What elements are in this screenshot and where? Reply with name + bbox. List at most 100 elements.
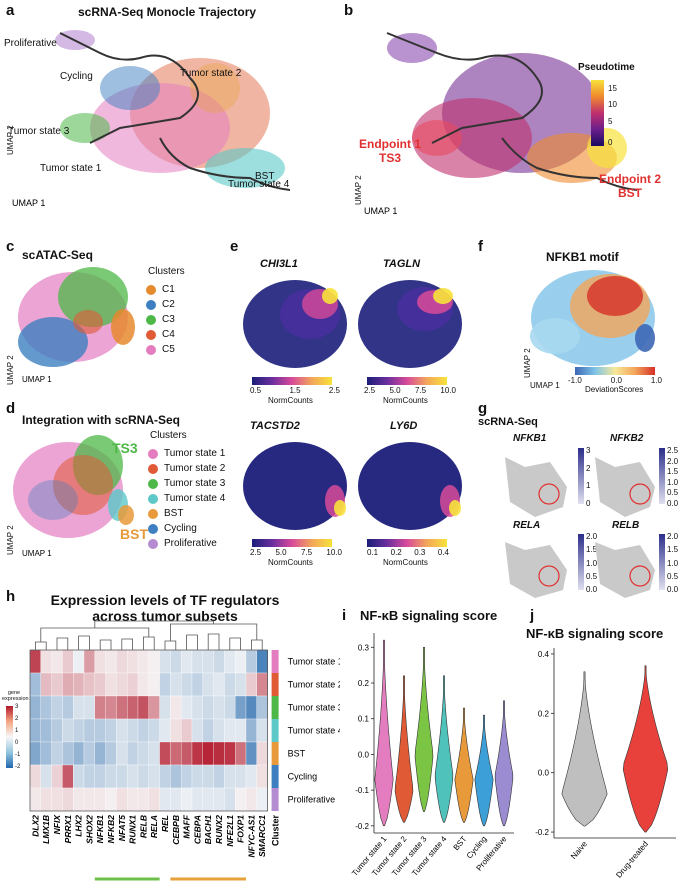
heatmap-cell-tumor-state-4-lhx2 bbox=[73, 718, 85, 743]
axis-a-x: UMAP 1 bbox=[12, 198, 45, 208]
heatmap-cell-tumor-state-4-bach1 bbox=[202, 718, 214, 743]
heatmap-row-label-tumor-state-2: Tumor state 2 bbox=[288, 680, 340, 690]
heatmap-cell-tumor-state-2-rel bbox=[159, 672, 171, 697]
heatmap-cell-tumor-state-4-lmx1b bbox=[40, 718, 52, 743]
panel-a-umap: UMAP 1 bbox=[12, 30, 291, 208]
heatmap-cell-tumor-state-2-bach1 bbox=[202, 672, 214, 697]
violin-drug-treated bbox=[622, 665, 669, 833]
heatmap-cell-proliferative-cebpb bbox=[170, 787, 182, 812]
legend-item-c1: C1 bbox=[146, 282, 175, 297]
heatmap-cell-tumor-state-3-nfix bbox=[51, 695, 63, 720]
heatmap-cell-bst-prrx1 bbox=[62, 741, 74, 766]
axis-c-x: UMAP 1 bbox=[22, 375, 52, 384]
heatmap-cell-proliferative-bach1 bbox=[202, 787, 214, 812]
heatmap-cell-tumor-state-3-lmx1b bbox=[40, 695, 52, 720]
heatmap-cell-tumor-state-2-shox2 bbox=[83, 672, 95, 697]
dendrogram-link bbox=[56, 637, 69, 650]
heatmap-cell-tumor-state-1-maff bbox=[181, 649, 193, 674]
heatmap-cell-cycling-cebpb bbox=[170, 764, 182, 789]
heatmap-cell-cycling-shox2 bbox=[83, 764, 95, 789]
colorbar-ticks-nfkb2: 2.5 2.0 1.5 1.0 0.5 0.0 bbox=[667, 446, 679, 508]
violin-bst bbox=[454, 707, 474, 823]
colorbar-ticks-ly6d: 0.1 0.2 0.3 0.4 bbox=[367, 548, 449, 557]
axis-d-x: UMAP 1 bbox=[22, 549, 52, 558]
heatmap-cell-tumor-state-1-relb bbox=[137, 649, 149, 674]
heatmap-cell-tumor-state-4-nfe2l1 bbox=[224, 718, 236, 743]
heatmap-legend-title: gene expression bbox=[2, 690, 29, 702]
legend-item-bst: BST bbox=[148, 506, 225, 521]
heatmap-cell-tumor-state-1-lhx2 bbox=[73, 649, 85, 674]
panel-label-h: h bbox=[6, 588, 16, 605]
gene-title-rela: RELA bbox=[513, 520, 541, 531]
panel-h-title: Expression levels of TF regulators acros… bbox=[30, 592, 300, 624]
heatmap-cell-tumor-state-1-dlx2 bbox=[29, 649, 41, 674]
heatmap-col-label-runx2: RUNX2 bbox=[214, 815, 224, 844]
heatmap-cell-tumor-state-3-bach1 bbox=[202, 695, 214, 720]
heatmap-cell-proliferative-lmx1b bbox=[40, 787, 52, 812]
heatmap-cell-tumor-state-2-runx1 bbox=[127, 672, 139, 697]
heatmap-cell-tumor-state-3-runx1 bbox=[127, 695, 139, 720]
unit-tagln: NormCounts bbox=[383, 396, 428, 405]
heatmap-cell-cycling-nfkb1 bbox=[94, 764, 106, 789]
heatmap-cell-tumor-state-1-shox2 bbox=[83, 649, 95, 674]
axis-a-y: UMAP 2 bbox=[6, 125, 15, 155]
heatmap-cell-tumor-state-3-shox2 bbox=[83, 695, 95, 720]
endpoint1-label: Endpoint 1 TS3 bbox=[350, 137, 430, 165]
colorbar-tagln bbox=[367, 377, 447, 385]
bst-callout: BST bbox=[120, 526, 148, 542]
panel-label-a: a bbox=[6, 2, 15, 19]
heatmap-row-label-bst: BST bbox=[288, 749, 306, 759]
heatmap-cell-tumor-state-1-nfat5 bbox=[116, 649, 128, 674]
heatmap-cell-tumor-state-2-prrx1 bbox=[62, 672, 74, 697]
dendrogram-link bbox=[78, 635, 90, 650]
heatmap-cell-tumor-state-4-nfix bbox=[51, 718, 63, 743]
heatmap-cell-proliferative-rel bbox=[159, 787, 171, 812]
heatmap-row-label-proliferative: Proliferative bbox=[288, 795, 336, 805]
heatmap-cell-tumor-state-2-nfat5 bbox=[116, 672, 128, 697]
heatmap-cell-proliferative-nfix bbox=[51, 787, 63, 812]
endpoint2-line1: Endpoint 2 bbox=[599, 172, 661, 186]
heatmap-cell-proliferative-prrx1 bbox=[62, 787, 74, 812]
heatmap-row-label-tumor-state-4: Tumor state 4 bbox=[288, 726, 340, 736]
heatmap-cell-tumor-state-2-lmx1b bbox=[40, 672, 52, 697]
heatmap-col-label-nfyc-as1: NFYC-AS1 bbox=[246, 815, 256, 858]
heatmap-cell-bst-maff bbox=[181, 741, 193, 766]
heatmap-cell-tumor-state-1-nfkb1 bbox=[94, 649, 106, 674]
heatmap-cell-tumor-state-2-runx2 bbox=[213, 672, 225, 697]
y-tick-label-0-2: 0.2 bbox=[538, 709, 550, 718]
heatmap-cell-tumor-state-2-foxp1 bbox=[235, 672, 247, 697]
colorbar-ticks-tacstd2: 2.5 5.0 7.5 10.0 bbox=[250, 548, 342, 557]
heatmap-cell-bst-nfkb2 bbox=[105, 741, 117, 766]
heatmap-col-label-cebpa: CEBPA bbox=[192, 815, 202, 844]
heatmap-cell-tumor-state-1-nfyc-as1 bbox=[245, 649, 257, 674]
heatmap-cell-cycling-runx2 bbox=[213, 764, 225, 789]
heatmap-cell-proliferative-runx1 bbox=[127, 787, 139, 812]
heatmap-cell-proliferative-runx2 bbox=[213, 787, 225, 812]
dendrogram-link bbox=[229, 637, 241, 650]
heatmap-cell-tumor-state-4-cebpb bbox=[170, 718, 182, 743]
panel-label-b: b bbox=[344, 2, 354, 19]
heatmap-cell-tumor-state-1-prrx1 bbox=[62, 649, 74, 674]
heatmap-cell-tumor-state-2-nfyc-as1 bbox=[245, 672, 257, 697]
pseudotime-tick-10: 10 bbox=[608, 100, 617, 109]
violin-cycling bbox=[474, 714, 494, 827]
gene-title-tacstd2: TACSTD2 bbox=[250, 420, 300, 432]
y-tick-label-0: 0.0 bbox=[538, 769, 550, 778]
umap-nfkb1 bbox=[505, 457, 567, 517]
heatmap-cell-proliferative-nfyc-as1 bbox=[245, 787, 257, 812]
heatmap-cell-bst-rela bbox=[148, 741, 160, 766]
heatmap-cell-proliferative-nfat5 bbox=[116, 787, 128, 812]
colorbar-relb bbox=[659, 534, 665, 590]
legend-item-ts3: Tumor state 3 bbox=[148, 476, 225, 491]
heatmap-cluster-label: Cluster bbox=[271, 815, 281, 847]
heatmap-cell-tumor-state-2-relb bbox=[137, 672, 149, 697]
heatmap-cell-proliferative-nfkb2 bbox=[105, 787, 117, 812]
heatmap-cell-proliferative-relb bbox=[137, 787, 149, 812]
heatmap-cell-cycling-rel bbox=[159, 764, 171, 789]
legend-item-c5: C5 bbox=[146, 342, 175, 357]
heatmap-cell-proliferative-foxp1 bbox=[235, 787, 247, 812]
heatmap-cell-tumor-state-4-rel bbox=[159, 718, 171, 743]
heatmap-col-label-cebpb: CEBPB bbox=[171, 815, 181, 845]
